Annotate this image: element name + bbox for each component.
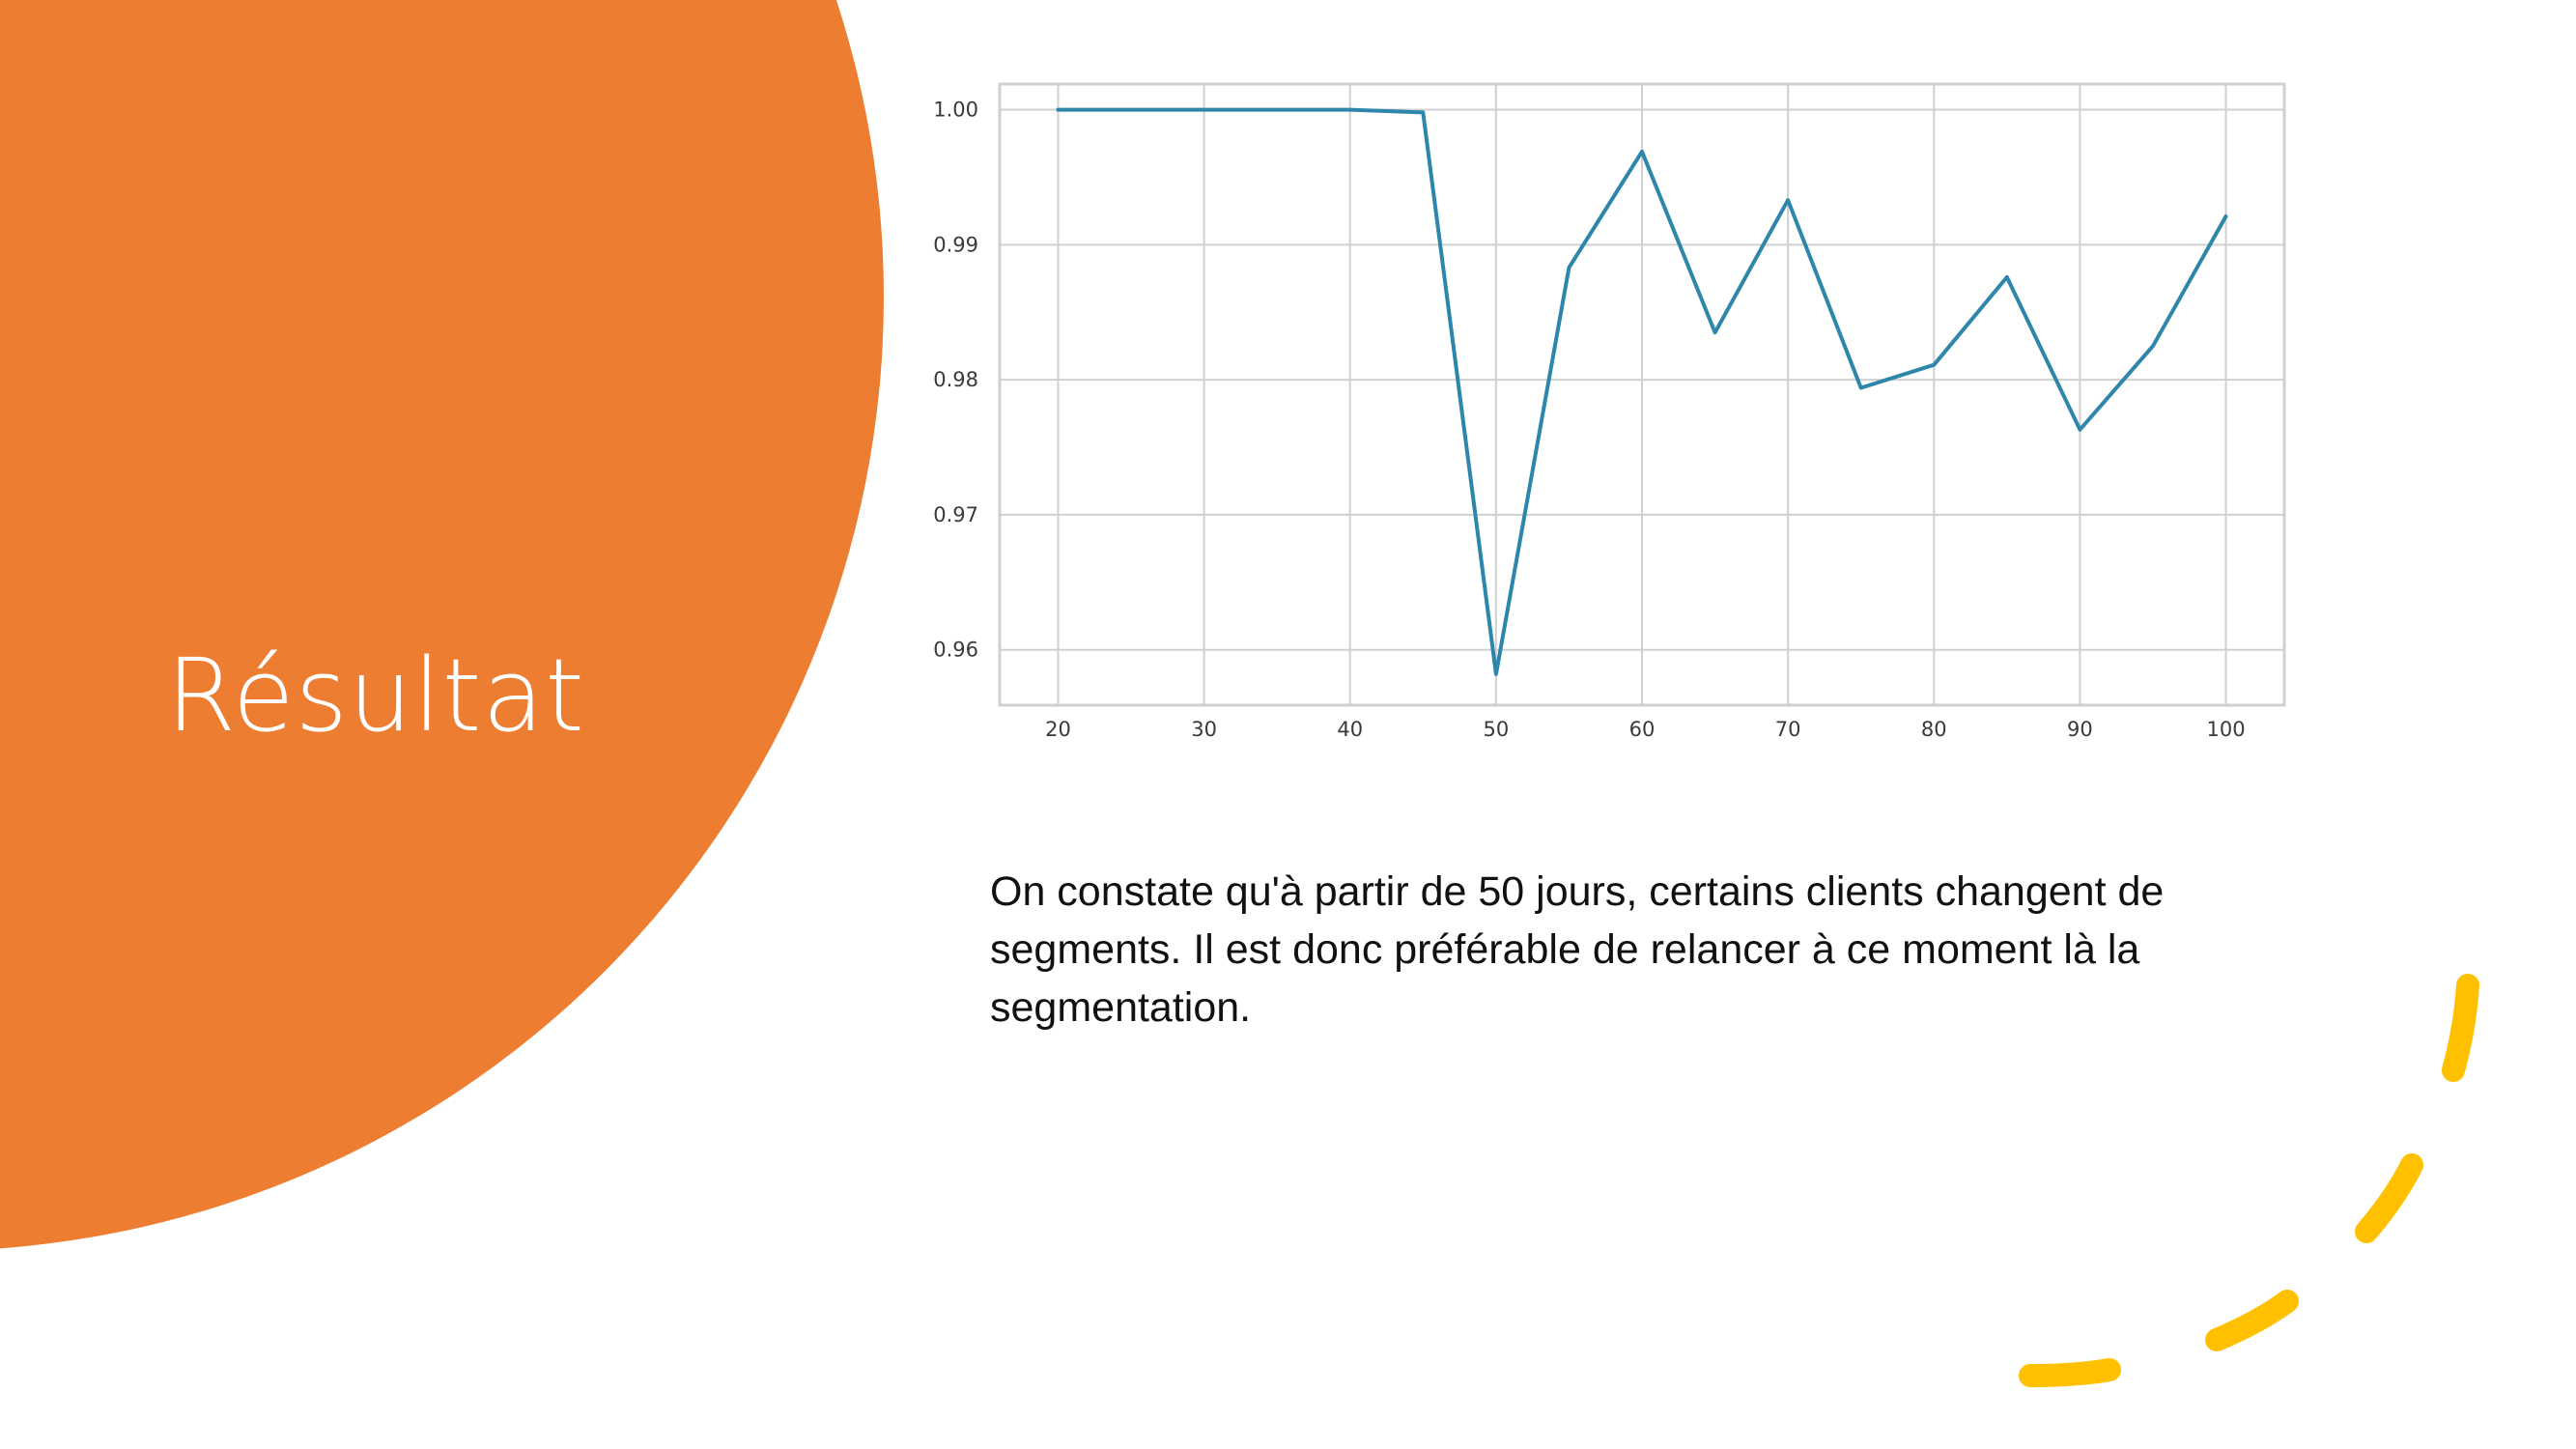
data-point: [1421, 110, 1425, 114]
x-tick-label: 40: [1337, 718, 1363, 741]
y-tick-label: 0.99: [933, 233, 978, 256]
slide-title: Résultat: [166, 637, 585, 754]
body-text: On constate qu'à partir de 50 jours, cer…: [990, 863, 2342, 1037]
data-point: [2005, 275, 2009, 279]
x-tick-label: 60: [1629, 718, 1656, 741]
body-line-1: On constate qu'à partir de 50 jours, cer…: [990, 868, 2165, 915]
yellow-dash-2: [2355, 1153, 2423, 1243]
data-point: [1129, 108, 1133, 112]
line-chart: 20 30 40 50 60 70 80 90 100 0.96 0.97 0.98 0.99 1.00: [933, 82, 2286, 741]
yellow-dash-4: [2019, 1358, 2121, 1387]
y-tick-labels: 0.96 0.97 0.98 0.99 1.00: [933, 99, 978, 662]
y-tick-label: 0.98: [933, 368, 978, 391]
x-tick-label: 20: [1045, 718, 1071, 741]
data-point: [1932, 363, 1936, 367]
data-point: [1494, 672, 1498, 676]
data-point: [1275, 108, 1279, 112]
body-line-3: segmentation.: [990, 984, 1252, 1031]
body-line-2: segments. Il est donc préférable de rela…: [990, 926, 2140, 973]
x-tick-label: 80: [1921, 718, 1947, 741]
data-point: [1567, 266, 1571, 270]
x-tick-label: 30: [1191, 718, 1217, 741]
x-tick-label: 90: [2067, 718, 2093, 741]
orange-half-circle: [0, 0, 884, 1251]
x-tick-label: 70: [1775, 718, 1801, 741]
x-tick-label: 50: [1483, 718, 1509, 741]
data-point: [2151, 344, 2155, 348]
series-group: [1056, 107, 2228, 676]
data-point: [1713, 330, 1717, 334]
dashed-arc-decoration: [2019, 974, 2479, 1387]
data-point: [1203, 108, 1206, 112]
y-tick-label: 0.96: [933, 639, 978, 662]
data-point: [1859, 386, 1863, 390]
data-point: [1056, 108, 1060, 112]
yellow-dash-3: [2205, 1290, 2299, 1351]
data-point: [1348, 108, 1352, 112]
yellow-dash-1: [2442, 974, 2479, 1082]
data-point: [1640, 150, 1644, 154]
y-tick-label: 1.00: [933, 99, 978, 122]
x-gridlines: [1057, 84, 2227, 705]
y-tick-label: 0.97: [933, 503, 978, 526]
data-point: [1786, 198, 1790, 202]
x-tick-labels: 20 30 40 50 60 70 80 90 100: [1045, 718, 2246, 741]
data-point: [2078, 428, 2081, 432]
data-point: [2224, 214, 2228, 218]
x-tick-label: 100: [2206, 718, 2245, 741]
